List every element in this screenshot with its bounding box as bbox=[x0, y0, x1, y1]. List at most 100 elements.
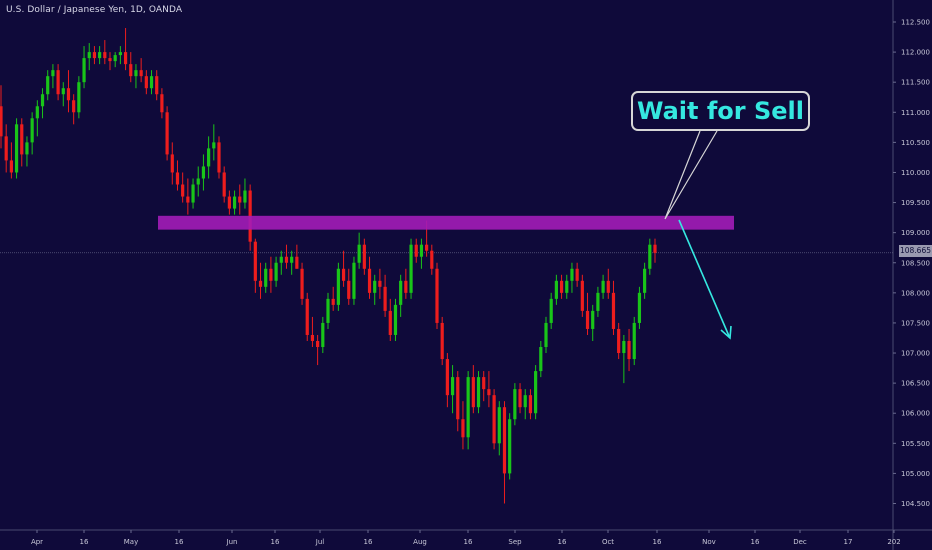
candle-body bbox=[466, 377, 470, 438]
candle-body bbox=[508, 419, 512, 474]
candle-body bbox=[108, 58, 112, 62]
candle-body bbox=[559, 280, 564, 293]
candle-body bbox=[66, 88, 71, 101]
candle-body bbox=[170, 154, 174, 173]
wait-for-sell-callout[interactable]: Wait for Sell bbox=[631, 91, 810, 131]
y-tick-label: 106.000 bbox=[901, 410, 930, 418]
candle-body bbox=[357, 244, 361, 263]
candle-body bbox=[25, 142, 29, 155]
candle-body bbox=[585, 310, 590, 329]
candle-body bbox=[326, 298, 330, 323]
x-tick-label: 16 bbox=[751, 538, 760, 546]
candle-body bbox=[528, 395, 533, 414]
candle-body bbox=[518, 389, 522, 408]
candle-body bbox=[253, 241, 257, 281]
x-tick-label: Jul bbox=[315, 538, 325, 546]
candle-body bbox=[388, 310, 392, 335]
candle-body bbox=[409, 244, 413, 293]
x-tick-label: May bbox=[124, 538, 138, 546]
y-tick-label: 105.500 bbox=[901, 440, 930, 448]
candle-body bbox=[212, 142, 216, 149]
candle-body bbox=[539, 347, 543, 372]
candle-body bbox=[196, 178, 200, 185]
candle-body bbox=[435, 268, 439, 323]
candle-body bbox=[617, 328, 621, 354]
y-tick-label: 105.000 bbox=[901, 470, 930, 478]
candle-body bbox=[227, 196, 231, 209]
candle-body bbox=[238, 196, 242, 203]
candle-body bbox=[456, 377, 460, 420]
y-tick-label: 109.500 bbox=[901, 199, 930, 207]
candle-body bbox=[160, 94, 164, 113]
y-tick-label: 108.500 bbox=[901, 259, 930, 267]
x-tick-label: Sep bbox=[508, 538, 522, 546]
candle-body bbox=[144, 76, 148, 89]
candle-body bbox=[575, 268, 579, 281]
candle-body bbox=[430, 250, 434, 269]
candle-body bbox=[175, 172, 180, 185]
candle-body bbox=[471, 377, 475, 408]
candle-body bbox=[549, 298, 553, 323]
candle-body bbox=[82, 58, 86, 83]
candle-body bbox=[570, 268, 574, 281]
x-tick-label: Nov bbox=[702, 538, 716, 546]
y-tick-label: 106.500 bbox=[901, 380, 930, 388]
candle-body bbox=[207, 148, 211, 167]
candle-body bbox=[274, 262, 278, 281]
candle-body bbox=[653, 244, 657, 253]
candle-body bbox=[606, 280, 610, 293]
x-tick-label: 16 bbox=[175, 538, 184, 546]
x-tick-label: 16 bbox=[653, 538, 662, 546]
candle-body bbox=[565, 280, 569, 293]
candle-body bbox=[497, 407, 501, 444]
candle-body bbox=[149, 76, 154, 89]
candle-body bbox=[217, 142, 221, 173]
candle-body bbox=[295, 256, 299, 269]
y-tick-label: 104.500 bbox=[901, 500, 930, 508]
candle-body bbox=[92, 52, 97, 59]
candle-body bbox=[56, 70, 60, 95]
candle-body bbox=[596, 292, 600, 311]
candle-body bbox=[534, 371, 538, 414]
candle-body bbox=[450, 377, 455, 396]
candle-body bbox=[627, 340, 631, 360]
candle-body bbox=[648, 244, 652, 269]
candle-body bbox=[399, 280, 403, 305]
x-tick-label: Aug bbox=[413, 538, 427, 546]
candle-body bbox=[414, 244, 418, 257]
candle-body bbox=[637, 292, 642, 323]
candle-body bbox=[14, 124, 19, 173]
candle-body bbox=[103, 52, 107, 59]
candle-body bbox=[482, 377, 486, 390]
chart-title: U.S. Dollar / Japanese Yen, 1D, OANDA bbox=[6, 5, 183, 15]
candle-body bbox=[222, 172, 226, 197]
candle-body bbox=[419, 244, 424, 257]
candle-body bbox=[367, 268, 372, 293]
candle-body bbox=[264, 268, 268, 287]
candle-body bbox=[393, 304, 398, 335]
candle-body bbox=[352, 262, 356, 299]
candle-body bbox=[440, 322, 444, 360]
candle-body bbox=[513, 389, 517, 420]
candle-body bbox=[72, 100, 76, 113]
candle-body bbox=[123, 52, 128, 65]
candle-body bbox=[155, 76, 159, 95]
candle-body bbox=[20, 124, 24, 155]
candle-body bbox=[331, 298, 335, 305]
candle-body bbox=[61, 88, 65, 95]
y-tick-label: 107.000 bbox=[901, 350, 930, 358]
candle-body bbox=[118, 52, 122, 56]
x-tick-label: Oct bbox=[602, 538, 614, 546]
candle-body bbox=[51, 70, 55, 77]
candle-body bbox=[362, 244, 366, 269]
y-tick-label: 110.500 bbox=[901, 139, 930, 147]
candle-body bbox=[284, 256, 289, 263]
candle-body bbox=[487, 389, 491, 396]
x-tick-label: Jun bbox=[226, 538, 238, 546]
candle-body bbox=[476, 377, 481, 408]
candle-body bbox=[134, 70, 138, 77]
candle-body bbox=[383, 286, 387, 311]
candle-body bbox=[502, 407, 507, 474]
candle-body bbox=[336, 268, 340, 305]
